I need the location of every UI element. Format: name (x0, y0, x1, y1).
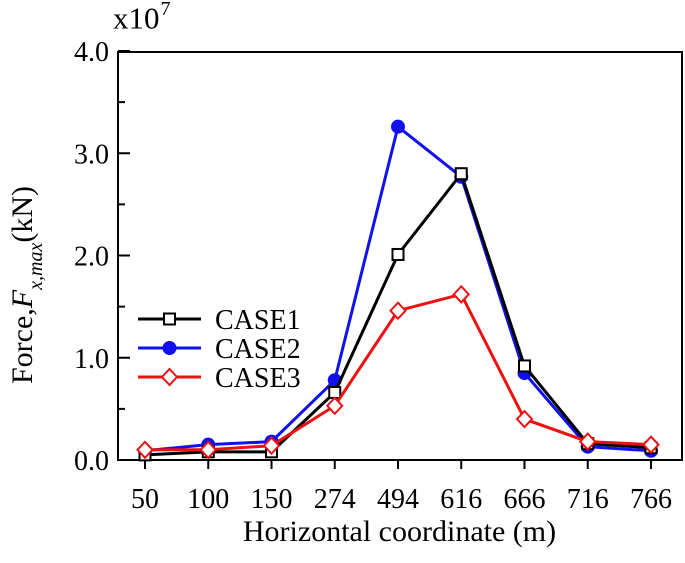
y-tick-label: 3.0 (74, 139, 109, 170)
y-tick-label: 1.0 (74, 344, 109, 375)
marker-case3 (642, 435, 660, 455)
legend-marker-case3 (160, 367, 179, 387)
x-tick-label: 716 (567, 484, 609, 515)
marker-case3 (578, 432, 597, 452)
series-line-case2 (144, 124, 652, 453)
marker-case1 (454, 167, 468, 181)
marker-case1 (391, 247, 405, 261)
legend-label-case1: CASE1 (215, 305, 301, 336)
marker-case3 (262, 436, 281, 456)
offset-exponent: 7 (160, 0, 171, 20)
marker-case3 (199, 440, 218, 460)
legend-label-case2: CASE2 (215, 334, 301, 365)
marker-case3 (515, 409, 534, 429)
x-tick-label: 100 (187, 484, 229, 515)
offset-base: x10 (113, 0, 160, 36)
legend-marker-case1 (163, 312, 176, 326)
marker-case3 (136, 440, 154, 460)
marker-case3 (389, 301, 407, 321)
y-tick-label: 2.0 (74, 242, 109, 273)
marker-case2 (391, 119, 405, 134)
y-tick-label: 0.0 (74, 446, 109, 477)
x-tick-label: 766 (630, 484, 672, 515)
marker-case1 (518, 359, 531, 373)
x-tick-label: 150 (251, 484, 293, 515)
legend-marker-case2 (162, 341, 177, 355)
y-axis-offset-label: x107 (113, 0, 171, 36)
x-tick-label: 494 (377, 484, 419, 515)
y-tick-label: 4.0 (74, 37, 109, 68)
x-tick-label: 666 (504, 484, 546, 515)
marker-case3 (452, 284, 471, 304)
x-axis-title: Horizontal coordinate (m) (242, 515, 557, 548)
x-tick-label: 274 (314, 484, 356, 515)
x-tick-label: 616 (440, 484, 482, 515)
legend-label-case3: CASE3 (215, 363, 301, 394)
marker-case3 (325, 396, 344, 416)
x-tick-label: 50 (131, 484, 159, 515)
